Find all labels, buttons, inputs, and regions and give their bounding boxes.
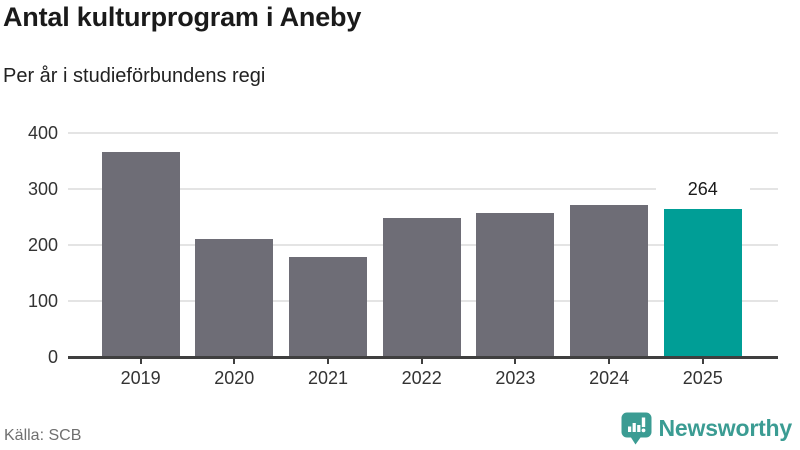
- bar: [195, 239, 274, 357]
- y-axis-tick-label: 300: [27, 179, 58, 199]
- bar: [570, 205, 649, 357]
- x-axis-tick-label: 2023: [495, 368, 536, 388]
- bar-highlighted: [663, 209, 742, 357]
- x-axis-tick-label: 2020: [214, 368, 255, 388]
- bar: [476, 213, 555, 357]
- bar: [382, 218, 461, 357]
- chart-subtitle: Per år i studieförbundens regi: [3, 65, 266, 87]
- x-axis-tick-label: 2024: [589, 368, 630, 388]
- x-axis-tick-mark: [327, 358, 329, 364]
- y-axis-tick-label: 0: [47, 347, 58, 367]
- brand-logo: Newsworthy: [621, 412, 792, 445]
- x-axis-tick-label: 2025: [682, 368, 723, 388]
- gridline: [68, 188, 778, 190]
- bar-value-label: 264: [655, 179, 750, 201]
- x-axis-tick-label: 2022: [401, 368, 442, 388]
- y-axis-tick-label: 200: [27, 235, 58, 255]
- brand-name: Newsworthy: [658, 415, 793, 441]
- chart-title: Antal kulturprogram i Aneby: [3, 2, 362, 32]
- gridline: [68, 132, 778, 134]
- x-axis-line: [68, 356, 778, 359]
- x-axis-tick-mark: [420, 358, 423, 364]
- y-axis-tick-label: 400: [27, 123, 58, 143]
- x-axis-tick-mark: [701, 358, 704, 364]
- newsworthy-bar-chart-bubble-icon: [621, 412, 652, 445]
- x-axis-tick-label: 2021: [307, 368, 349, 388]
- bar: [289, 257, 367, 357]
- x-axis-tick-mark: [233, 358, 236, 364]
- x-axis-tick-mark: [608, 358, 611, 364]
- x-axis-tick-mark: [514, 358, 517, 364]
- bar: [101, 152, 180, 357]
- source-note: Källa: SCB: [4, 427, 82, 444]
- x-axis-tick-label: 2019: [120, 368, 161, 388]
- y-axis-tick-label: 100: [27, 291, 58, 311]
- x-axis-tick-mark: [139, 358, 142, 364]
